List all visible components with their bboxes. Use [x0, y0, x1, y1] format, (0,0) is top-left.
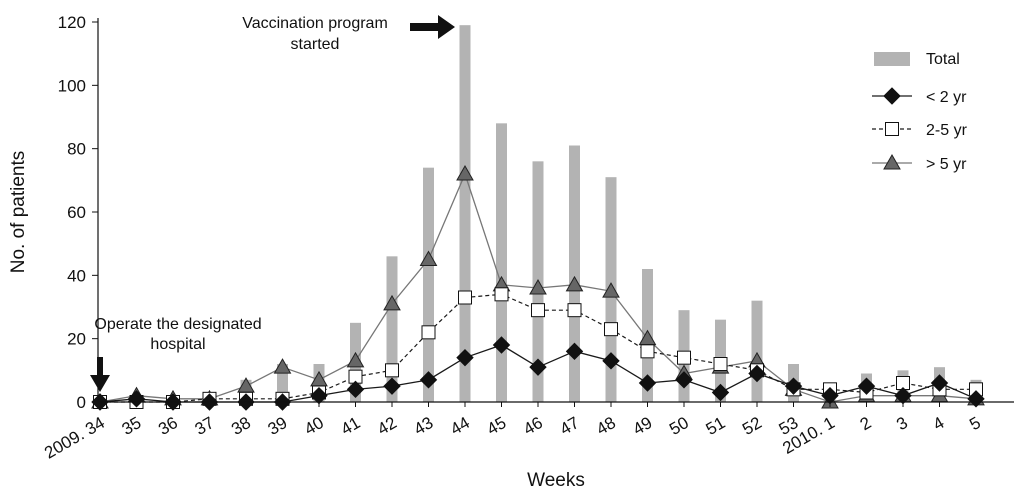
point-5-yr-38 [237, 377, 255, 393]
x-tick-label-46: 46 [520, 413, 546, 439]
annotation-designated-hospital-line-1: Operate the designated [94, 316, 261, 333]
x-tick-label-4: 4 [930, 413, 948, 434]
legend: Total < 2 yr 2-5 yr > 5 yr [872, 51, 968, 173]
x-tick-label-35: 35 [119, 413, 145, 439]
x-tick-label-37: 37 [192, 413, 218, 439]
point-5-yr-44 [456, 164, 474, 181]
point-2-yr-52 [748, 364, 766, 383]
annotations-group: Vaccination program started Operate the de… [90, 15, 455, 392]
point-2-yr-46 [529, 358, 547, 376]
point-5-yr-43 [419, 250, 438, 266]
point-2-yr-53 [784, 377, 803, 395]
bar-total-52 [751, 300, 763, 402]
point-2-5-yr-45 [494, 287, 509, 302]
legend-label-5-yr: > 5 yr [926, 156, 967, 173]
point-5-yr-39 [273, 358, 292, 374]
x-tick-label-43: 43 [411, 413, 437, 439]
bar-total-43 [423, 167, 434, 402]
point-2-5-yr-47 [567, 303, 582, 318]
point-5-yr-40 [310, 370, 328, 387]
x-tick-label-47: 47 [557, 413, 583, 439]
y-axis-title: No. of patients [8, 151, 29, 274]
legend-marker-5-yr [883, 153, 901, 170]
x-tick-label-3: 3 [893, 413, 911, 434]
point-2-yr-43 [419, 371, 438, 389]
point-2-yr-42 [383, 377, 401, 395]
x-tick-label-52: 52 [739, 413, 765, 439]
y-tick-label-20: 20 [67, 330, 86, 349]
point-2-5-yr-44 [458, 290, 472, 305]
x-tick-label-49: 49 [630, 413, 656, 439]
point-5-yr-41 [346, 351, 365, 368]
legend-label-total: Total [926, 51, 960, 68]
bars-group [131, 25, 982, 403]
x-tick-label-44: 44 [447, 413, 473, 439]
point-5-yr-48 [602, 282, 620, 298]
y-tick-label-0: 0 [77, 393, 86, 412]
point-2-5-yr-46 [531, 303, 545, 318]
x-tick-label-2: 2 [857, 413, 875, 434]
x-tick-label-39: 39 [265, 413, 291, 439]
x-tick-label-48: 48 [593, 413, 619, 439]
x-tick-label-38: 38 [228, 413, 254, 439]
point-2-5-yr-50 [677, 350, 691, 365]
point-2-yr-51 [711, 383, 730, 402]
annotation-vaccination-arrow [410, 15, 455, 39]
point-2-yr-44 [456, 348, 474, 367]
x-tick-label-51: 51 [703, 413, 729, 439]
x-tick-label-42: 42 [374, 413, 400, 439]
y-tick-label-40: 40 [67, 266, 86, 285]
x-axis-title: Weeks [527, 470, 585, 491]
bar-total-45 [496, 123, 507, 402]
bar-total-42 [386, 256, 398, 402]
annotation-vaccination-line-1: Vaccination program [242, 15, 388, 32]
point-2-yr-2 [857, 377, 876, 395]
y-tick-label-60: 60 [67, 203, 86, 222]
point-2-5-yr-49 [640, 344, 655, 359]
y-tick-label-80: 80 [67, 140, 86, 159]
point-2-yr-4 [930, 374, 949, 392]
bar-total-39 [277, 364, 288, 402]
point-5-yr-46 [529, 278, 547, 295]
point-2-yr-48 [602, 352, 620, 370]
x-tick-label-50: 50 [666, 413, 692, 439]
y-tick-label-100: 100 [58, 76, 86, 95]
point-5-yr-42 [383, 294, 401, 311]
legend-swatch-total [874, 52, 910, 66]
point-2-yr-49 [638, 374, 657, 392]
point-5-yr-49 [638, 329, 657, 346]
point-2-yr-50 [675, 371, 693, 389]
bar-total-47 [569, 145, 580, 402]
point-2-yr-45 [492, 336, 511, 354]
legend-marker-2-5-yr [885, 122, 899, 136]
x-tick-label-40: 40 [301, 413, 327, 439]
annotation-vaccination-line-2: started [291, 36, 340, 53]
legend-label-2-5-yr: 2-5 yr [926, 122, 968, 139]
annotation-designated-hospital-arrow [90, 357, 110, 392]
point-5-yr-47 [565, 275, 584, 292]
x-tick-label-41: 41 [338, 413, 364, 439]
x-tick-label-2009-34: 2009. 34 [41, 413, 108, 463]
point-2-yr-41 [346, 380, 365, 399]
legend-marker-2-yr [883, 87, 901, 105]
point-2-5-yr-43 [421, 325, 436, 340]
legend-label-2-yr: < 2 yr [926, 89, 967, 106]
point-2-5-yr-42 [385, 363, 399, 378]
point-2-5-yr-48 [604, 322, 618, 337]
x-tick-label-5: 5 [966, 413, 984, 434]
bar-total-44 [459, 25, 471, 403]
x-tick-label-36: 36 [155, 413, 181, 439]
annotation-designated-hospital-line-2: hospital [150, 336, 205, 353]
y-tick-label-120: 120 [58, 13, 86, 32]
x-tick-label-45: 45 [484, 413, 510, 439]
point-2-yr-47 [565, 342, 584, 361]
point-2-5-yr-51 [713, 357, 728, 371]
